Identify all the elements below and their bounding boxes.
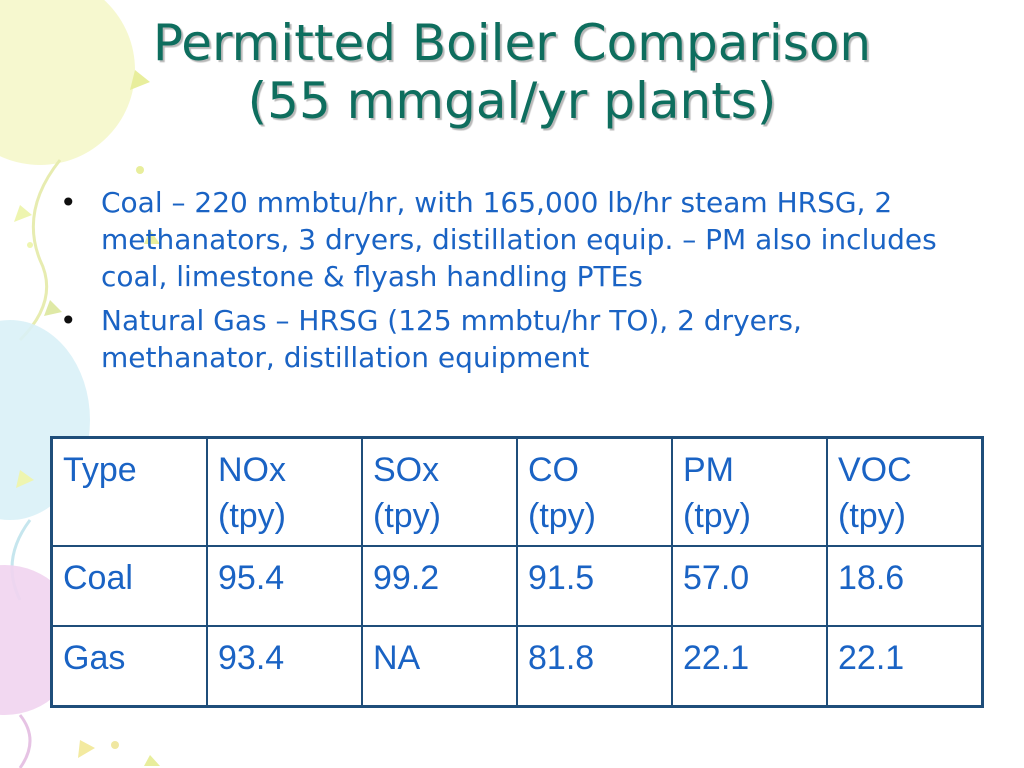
title-line-2: (55 mmgal/yr plants) [247,72,777,130]
emissions-table: Type NOx (tpy) SOx (tpy) CO (tpy) PM (tp… [50,436,984,708]
bullet-dot-icon: • [60,304,77,337]
slide-title: Permitted Boiler Comparison (55 mmgal/yr… [20,14,1004,130]
title-line-1: Permitted Boiler Comparison [152,14,872,72]
table-row-gas: Gas 93.4 NA 81.8 22.1 22.1 [50,625,984,708]
table-cell: NA [361,625,518,708]
table-cell: 91.5 [516,545,673,627]
bullet-dot-icon: • [60,186,77,219]
table-cell: 93.4 [206,625,363,708]
table-cell: 99.2 [361,545,518,627]
table-cell: 18.6 [826,545,984,627]
header-cell-pm: PM (tpy) [671,436,828,547]
table-cell: 57.0 [671,545,828,627]
table-row-coal: Coal 95.4 99.2 91.5 57.0 18.6 [50,545,984,627]
header-cell-sox: SOx (tpy) [361,436,518,547]
table-cell: 81.8 [516,625,673,708]
header-label: NOx [218,451,286,489]
header-label: SOx [373,451,440,489]
header-unit: (tpy) [838,497,906,535]
header-label: Type [63,451,137,489]
header-cell-voc: VOC (tpy) [826,436,984,547]
table-cell: Gas [50,625,208,708]
header-unit: (tpy) [683,497,751,535]
bullet-item-natural-gas: • Natural Gas – HRSG (125 mmbtu/hr TO), … [60,302,980,376]
header-label: PM [683,451,734,489]
header-cell-nox: NOx (tpy) [206,436,363,547]
header-cell-co: CO (tpy) [516,436,673,547]
bullet-text: Natural Gas – HRSG (125 mmbtu/hr TO), 2 … [101,304,802,374]
header-unit: (tpy) [528,497,596,535]
table-cell: Coal [50,545,208,627]
header-unit: (tpy) [373,497,441,535]
header-label: CO [528,451,579,489]
header-cell-type: Type [50,436,208,547]
header-label: VOC [838,451,912,489]
table-cell: 22.1 [826,625,984,708]
table-header-row: Type NOx (tpy) SOx (tpy) CO (tpy) PM (tp… [50,436,984,547]
bullet-item-coal: • Coal – 220 mmbtu/hr, with 165,000 lb/h… [60,184,980,295]
header-unit: (tpy) [218,497,286,535]
bullet-list: • Coal – 220 mmbtu/hr, with 165,000 lb/h… [60,184,980,383]
table-cell: 22.1 [671,625,828,708]
bullet-text: Coal – 220 mmbtu/hr, with 165,000 lb/hr … [101,186,937,293]
table-cell: 95.4 [206,545,363,627]
